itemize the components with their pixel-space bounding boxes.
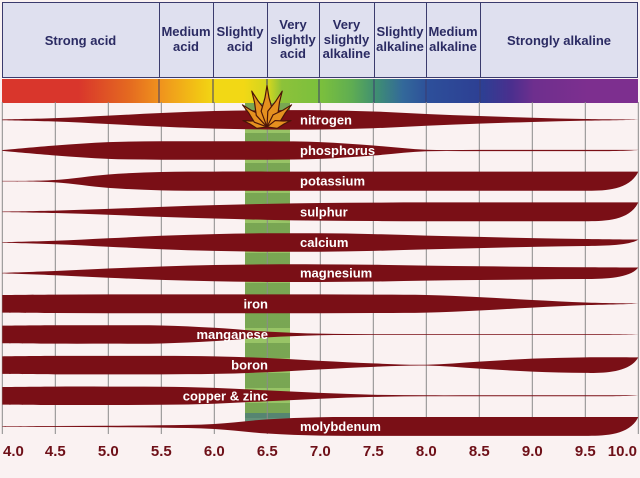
svg-text:8.0: 8.0 <box>416 443 437 460</box>
svg-text:9.5: 9.5 <box>575 443 596 460</box>
svg-text:10.0: 10.0 <box>608 443 637 460</box>
svg-text:9.0: 9.0 <box>522 443 543 460</box>
svg-text:5.5: 5.5 <box>151 443 172 460</box>
svg-text:4.0: 4.0 <box>3 443 24 460</box>
svg-text:6.5: 6.5 <box>257 443 278 460</box>
svg-text:7.5: 7.5 <box>363 443 384 460</box>
svg-text:6.0: 6.0 <box>204 443 225 460</box>
svg-text:8.5: 8.5 <box>469 443 490 460</box>
svg-text:5.0: 5.0 <box>98 443 119 460</box>
svg-text:7.0: 7.0 <box>310 443 331 460</box>
svg-text:4.5: 4.5 <box>45 443 66 460</box>
